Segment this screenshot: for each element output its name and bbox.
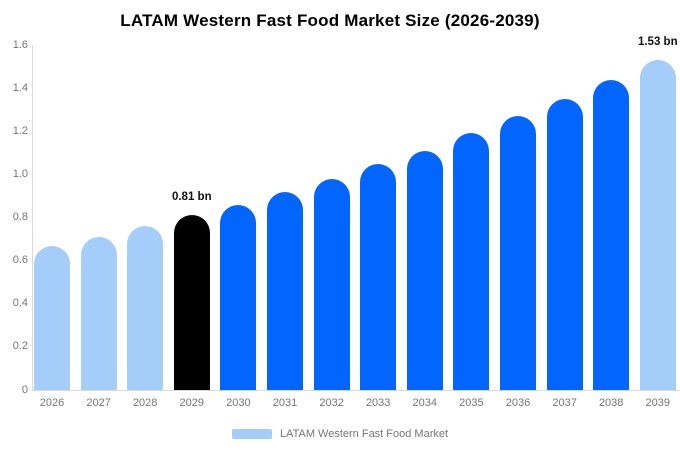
y-tick-label: 1.6 (12, 38, 28, 51)
x-tick-label: 2035 (459, 397, 484, 409)
y-tick-label: 0.4 (12, 297, 28, 310)
y-tick-label: 0.6 (12, 254, 28, 267)
y-tick-label: 1.0 (12, 167, 28, 180)
x-tick-label: 2039 (645, 397, 671, 409)
x-tick-label: 2026 (39, 397, 65, 409)
bar-2029[interactable] (173, 215, 210, 390)
bar-2039[interactable] (639, 60, 676, 390)
bar-2031[interactable] (267, 191, 303, 390)
x-tick-label: 2029 (179, 397, 205, 409)
x-axis-line (32, 390, 680, 391)
bar-2036[interactable] (500, 116, 536, 390)
bar-2030[interactable] (220, 204, 257, 390)
bar-value-label: 1.53 bn (637, 36, 678, 49)
bar-2028[interactable] (127, 226, 164, 390)
x-tick-label: 2030 (226, 397, 251, 409)
x-tick-label: 2032 (319, 397, 344, 409)
y-tick-label: 1.4 (12, 81, 28, 94)
x-tick-label: 2036 (505, 397, 531, 409)
x-tick-label: 2038 (598, 397, 624, 409)
x-tick-label: 2031 (272, 397, 298, 409)
x-tick-label: 2027 (86, 397, 111, 409)
legend-swatch (231, 429, 272, 439)
bar-2038[interactable] (593, 79, 630, 390)
y-tick-label: 0.8 (12, 211, 28, 223)
legend[interactable]: LATAM Western Fast Food Market (0, 426, 680, 442)
bar-value-label: 0.81 bn (171, 191, 212, 204)
bar-2035[interactable] (453, 133, 490, 390)
x-tick-label: 2028 (132, 397, 158, 409)
bar-2037[interactable] (546, 98, 583, 390)
bar-2026[interactable] (34, 245, 70, 390)
bar-2034[interactable] (406, 150, 443, 390)
chart-title: LATAM Western Fast Food Market Size (202… (120, 11, 540, 30)
x-tick-label: 2037 (552, 397, 577, 409)
bar-2033[interactable] (360, 163, 397, 390)
y-axis-line (32, 45, 33, 390)
bar-2027[interactable] (80, 236, 117, 390)
bar-2032[interactable] (313, 178, 350, 390)
y-tick-label: 1.2 (12, 124, 28, 137)
y-tick-label: 0 (21, 383, 28, 396)
x-tick-label: 2034 (412, 397, 438, 409)
legend-label: LATAM Western Fast Food Market (279, 428, 449, 440)
x-tick-label: 2033 (365, 397, 391, 409)
y-tick-label: 0.2 (12, 340, 28, 353)
